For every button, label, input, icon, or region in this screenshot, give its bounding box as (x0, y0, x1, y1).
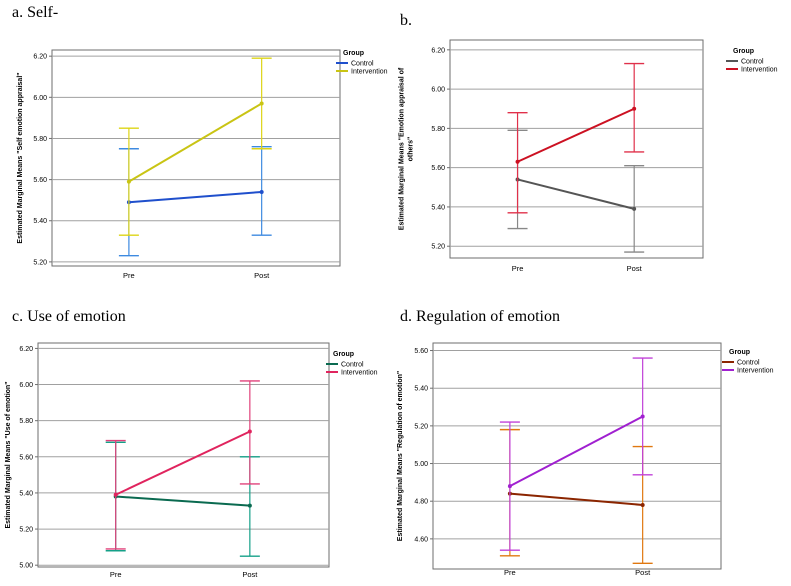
series-intervention (105, 380, 260, 550)
series-intervention (499, 357, 653, 551)
legend-label: Intervention (351, 69, 388, 76)
y-tick-label: 4.80 (414, 499, 428, 506)
legend-label: Control (741, 59, 764, 66)
data-point (126, 179, 131, 184)
y-tick-label: 4.60 (414, 536, 428, 543)
plot-frame (432, 342, 722, 570)
y-tick-label: 5.00 (414, 461, 428, 468)
legend-title: Group (333, 351, 354, 358)
legend-title: Group (343, 50, 364, 57)
legend-label: Intervention (341, 370, 378, 377)
data-point (113, 492, 118, 497)
y-axis-label: Estimated Marginal Means "Regulation of … (397, 371, 404, 541)
legend-label: Intervention (737, 368, 774, 375)
chart-panel-1: 5.20 5.40 5.60 5.80 6.00 6.20 Pre Post Estimated… (399, 39, 778, 273)
plot-frame (37, 342, 330, 568)
x-tick-label: Pre (110, 570, 122, 579)
chart-panel-0: 5.20 5.40 5.60 5.80 6.00 6.20 Pre Post Estimated… (17, 49, 388, 280)
series-intervention (507, 62, 645, 214)
x-tick-label: Post (635, 568, 651, 577)
data-point (247, 429, 252, 434)
y-tick-label: 5.80 (431, 126, 445, 133)
series-line (517, 107, 635, 163)
data-point (640, 502, 645, 507)
x-tick-label: Pre (504, 568, 516, 577)
legend-label: Control (341, 362, 364, 369)
y-axis-label: Estimated Marginal Means "Emotion apprai… (399, 67, 406, 230)
panel-d-title: d. Regulation of emotion (400, 308, 560, 325)
data-point (247, 503, 252, 508)
data-point (507, 484, 512, 489)
series-control (118, 145, 272, 257)
series-control (105, 441, 260, 557)
data-point (640, 414, 645, 419)
chart-panel-3: 4.60 4.80 5.00 5.20 5.40 5.60 Pre Post Estimated… (397, 342, 774, 577)
series-line (509, 492, 643, 506)
panel-c-title: c. Use of emotion (12, 308, 126, 325)
chart-panel-2: 5.00 5.20 5.40 5.60 5.80 6.00 6.20 Pre Post Estim… (5, 342, 378, 579)
y-tick-label: 5.60 (19, 454, 33, 461)
series-line (128, 190, 262, 204)
y-tick-label: 5.40 (19, 490, 33, 497)
x-tick-label: Pre (123, 271, 135, 280)
y-tick-label: 5.20 (33, 259, 47, 266)
series-control (507, 129, 645, 253)
y-tick-label: 6.20 (19, 346, 33, 353)
x-tick-label: Post (242, 570, 258, 579)
plot-frame (51, 49, 341, 267)
x-tick-label: Post (627, 264, 643, 273)
y-axis-label: others" (408, 137, 415, 162)
series-line (115, 430, 251, 496)
series-control (499, 428, 653, 565)
legend-label: Control (351, 61, 374, 68)
y-tick-label: 5.20 (19, 527, 33, 534)
panel-a-title: a. Self- (12, 4, 59, 21)
y-tick-label: 6.20 (33, 54, 47, 61)
y-tick-label: 6.00 (33, 95, 47, 102)
legend-label: Intervention (741, 67, 778, 74)
panel-b-title: b. (400, 12, 412, 29)
x-tick-label: Post (254, 271, 270, 280)
series-line (115, 495, 250, 507)
y-tick-label: 6.00 (19, 382, 33, 389)
data-point (515, 159, 520, 164)
data-point (632, 106, 637, 111)
y-tick-label: 5.60 (431, 165, 445, 172)
data-point (259, 189, 264, 194)
legend-label: Control (737, 360, 760, 367)
y-axis-label: Estimated Marginal Means "Use of emotion… (5, 381, 12, 528)
y-tick-label: 6.20 (431, 47, 445, 54)
series-line (517, 178, 635, 210)
y-tick-label: 5.60 (414, 348, 428, 355)
y-tick-label: 5.40 (33, 218, 47, 225)
y-tick-label: 5.20 (431, 244, 445, 251)
y-tick-label: 5.40 (414, 386, 428, 393)
y-tick-label: 5.20 (414, 423, 428, 430)
y-tick-label: 5.00 (19, 563, 33, 570)
y-axis-label: Estimated Marginal Means "Self emotion a… (17, 72, 24, 243)
series-intervention (118, 57, 272, 236)
data-point (259, 101, 264, 106)
legend-title: Group (729, 349, 750, 356)
y-tick-label: 5.80 (19, 418, 33, 425)
x-tick-label: Pre (512, 264, 524, 273)
y-tick-label: 5.60 (33, 177, 47, 184)
data-point (632, 206, 637, 211)
plot-frame (449, 39, 704, 259)
y-tick-label: 6.00 (431, 87, 445, 94)
series-line (128, 102, 263, 183)
y-tick-label: 5.40 (431, 204, 445, 211)
legend-title: Group (733, 48, 754, 55)
y-tick-label: 5.80 (33, 136, 47, 143)
series-line (509, 415, 644, 488)
